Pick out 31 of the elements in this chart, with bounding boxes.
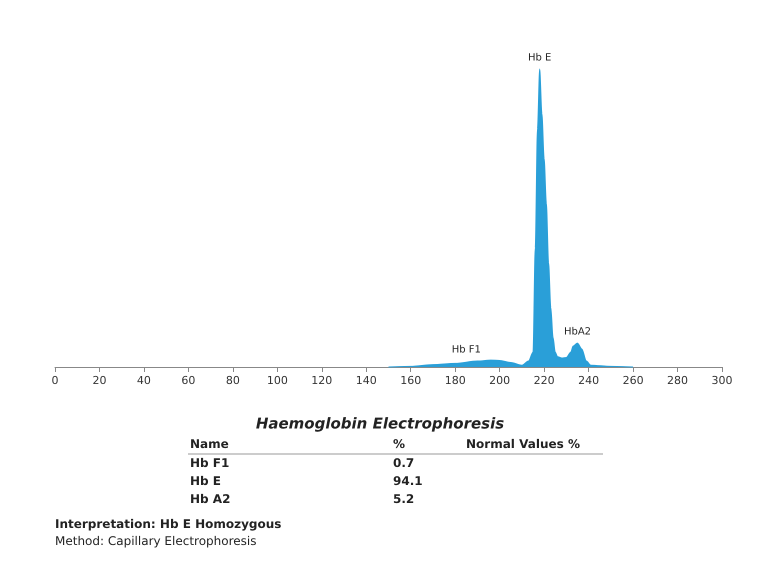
x-tick-label: 260 xyxy=(622,374,644,387)
text: Name xyxy=(190,437,229,451)
text: 0.7 xyxy=(393,456,414,470)
x-tick-label: 140 xyxy=(356,374,377,387)
x-tick-label: 60 xyxy=(181,374,196,387)
x-tick-label: 80 xyxy=(226,374,240,387)
x-tick-label: 280 xyxy=(667,374,688,387)
x-tick-label: 20 xyxy=(92,374,106,387)
x-tick-label: 0 xyxy=(52,374,58,387)
x-tick-label: 180 xyxy=(444,374,466,387)
text: 5.2 xyxy=(393,492,414,506)
text: Hb F1 xyxy=(190,456,230,470)
x-tick-label: 300 xyxy=(712,374,732,387)
x-tick-label: 120 xyxy=(311,374,332,387)
text: Normal Values % xyxy=(466,437,580,451)
x-tick-label: 220 xyxy=(534,374,555,387)
x-tick-label: 40 xyxy=(136,374,151,387)
x-tick-label: 240 xyxy=(578,374,600,387)
text: % xyxy=(393,437,406,451)
text: 94.1 xyxy=(393,474,423,488)
annotation: Hb F1 xyxy=(452,344,481,356)
x-tick-label: 100 xyxy=(266,374,288,387)
text: Hb E xyxy=(190,474,222,488)
x-tick-label: 160 xyxy=(400,374,422,387)
text: Hb A2 xyxy=(190,492,230,506)
text: Method: Capillary Electrophoresis xyxy=(55,534,256,548)
annotation: Hb E xyxy=(528,52,552,64)
text: Interpretation: Hb E Homozygous xyxy=(55,517,282,531)
annotation: HbA2 xyxy=(564,326,592,338)
x-tick-label: 200 xyxy=(489,374,510,387)
text: Haemoglobin Electrophoresis xyxy=(256,414,504,432)
